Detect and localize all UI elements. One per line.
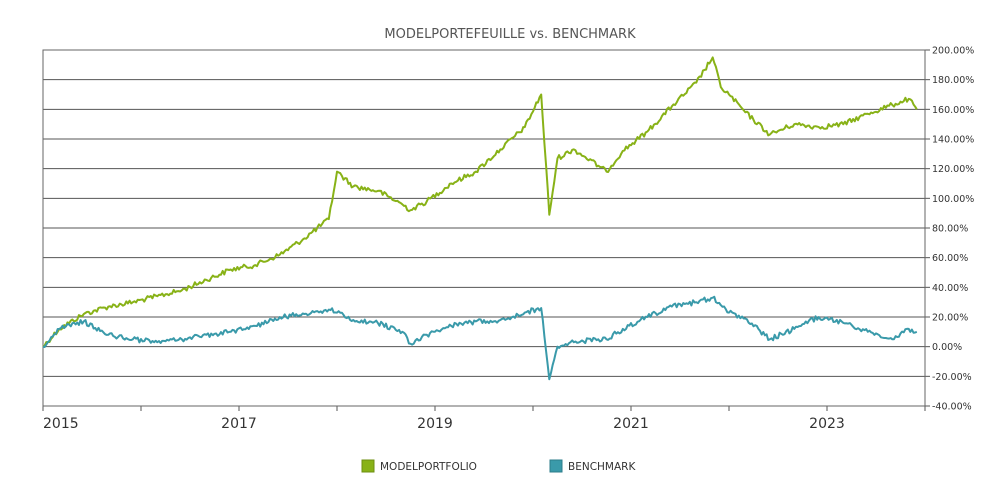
- y-tick-label: 200.00%: [932, 46, 974, 57]
- legend-swatch-modelportfolio: [361, 459, 375, 473]
- chart-title: MODELPORTEFEUILLE vs. BENCHMARK: [384, 27, 636, 42]
- grid-lines: [43, 49, 925, 407]
- y-tick-label: 120.00%: [932, 164, 974, 175]
- x-tick-label: 2015: [43, 416, 79, 432]
- y-tick-label: 180.00%: [932, 75, 974, 86]
- y-tick-label: -20.00%: [932, 372, 972, 383]
- y-tick-label: 140.00%: [932, 135, 974, 146]
- legend-label-modelportfolio: MODELPORTFOLIO: [380, 461, 477, 473]
- x-tick-label: 2023: [809, 416, 845, 432]
- x-tick-label: 2019: [417, 416, 453, 432]
- series-line-benchmark: [42, 295, 918, 381]
- x-axis: 2015 2017 2019 2021 2023: [42, 406, 926, 432]
- y-tick-label: 60.00%: [932, 253, 968, 264]
- y-tick-label: 20.00%: [932, 313, 968, 324]
- legend-label-benchmark: BENCHMARK: [568, 461, 636, 473]
- legend: MODELPORTFOLIO BENCHMARK: [361, 459, 636, 473]
- x-tick-label: 2017: [221, 416, 257, 432]
- y-tick-label: 40.00%: [932, 283, 968, 294]
- y-tick-label: -40.00%: [932, 402, 972, 413]
- y-tick-label: 160.00%: [932, 105, 974, 116]
- legend-swatch-benchmark: [549, 459, 563, 473]
- plot-area-frame: [42, 49, 926, 407]
- x-tick-label: 2021: [613, 416, 649, 432]
- y-tick-label: 100.00%: [932, 194, 974, 205]
- series-line-modelportfolio: [42, 56, 918, 348]
- y-tick-label: 0.00%: [932, 342, 962, 353]
- series-lines: [42, 56, 918, 381]
- y-axis: 200.00% 180.00% 160.00% 140.00% 120.00% 100.0…: [925, 46, 974, 413]
- y-tick-label: 80.00%: [932, 224, 968, 235]
